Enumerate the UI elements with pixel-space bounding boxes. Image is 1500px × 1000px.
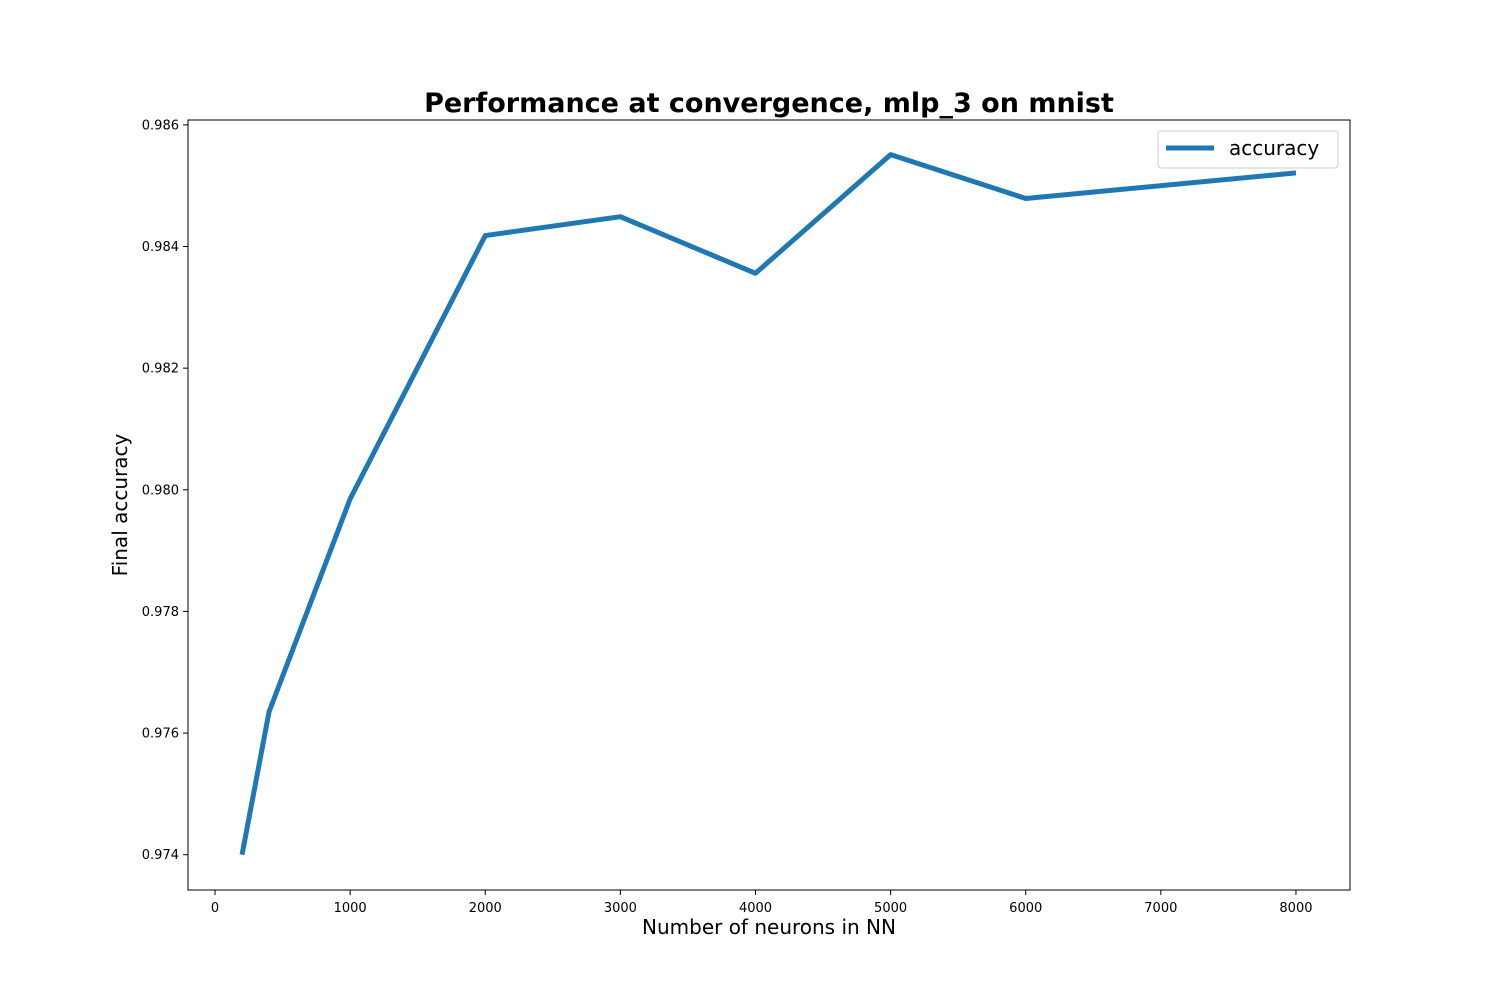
axes-frame — [187, 119, 1351, 891]
plot-area: 0 1000 2000 3000 4000 5000 6000 7000 8000 0.974 0.… — [142, 118, 1351, 916]
y-axis-label: Final accuracy — [108, 433, 132, 576]
y-tick-label: 0.974 — [142, 848, 179, 863]
chart-title: Performance at convergence, mlp_3 on mni… — [424, 88, 1114, 119]
y-tick-label: 0.984 — [142, 240, 179, 255]
x-tick-label: 0 — [211, 901, 219, 916]
x-tick-label: 3000 — [604, 901, 637, 916]
x-tick-label: 5000 — [874, 901, 907, 916]
x-tick-label: 4000 — [739, 901, 772, 916]
x-axis-label: Number of neurons in NN — [642, 915, 896, 939]
y-tick-label: 0.986 — [142, 118, 179, 133]
y-tick-label: 0.980 — [142, 483, 179, 498]
y-tick-label: 0.982 — [142, 362, 179, 377]
x-tick-label: 2000 — [469, 901, 502, 916]
y-tick-label: 0.976 — [142, 727, 179, 742]
y-tick-label: 0.978 — [142, 605, 179, 620]
x-tick-label: 8000 — [1279, 901, 1312, 916]
legend-label-accuracy: accuracy — [1229, 136, 1319, 160]
x-tick-label: 1000 — [334, 901, 367, 916]
x-tick-label: 7000 — [1144, 901, 1177, 916]
x-tick-label: 6000 — [1009, 901, 1042, 916]
legend: accuracy — [1157, 130, 1339, 169]
legend-box — [1157, 130, 1339, 169]
series-line-accuracy — [239, 152, 1297, 856]
